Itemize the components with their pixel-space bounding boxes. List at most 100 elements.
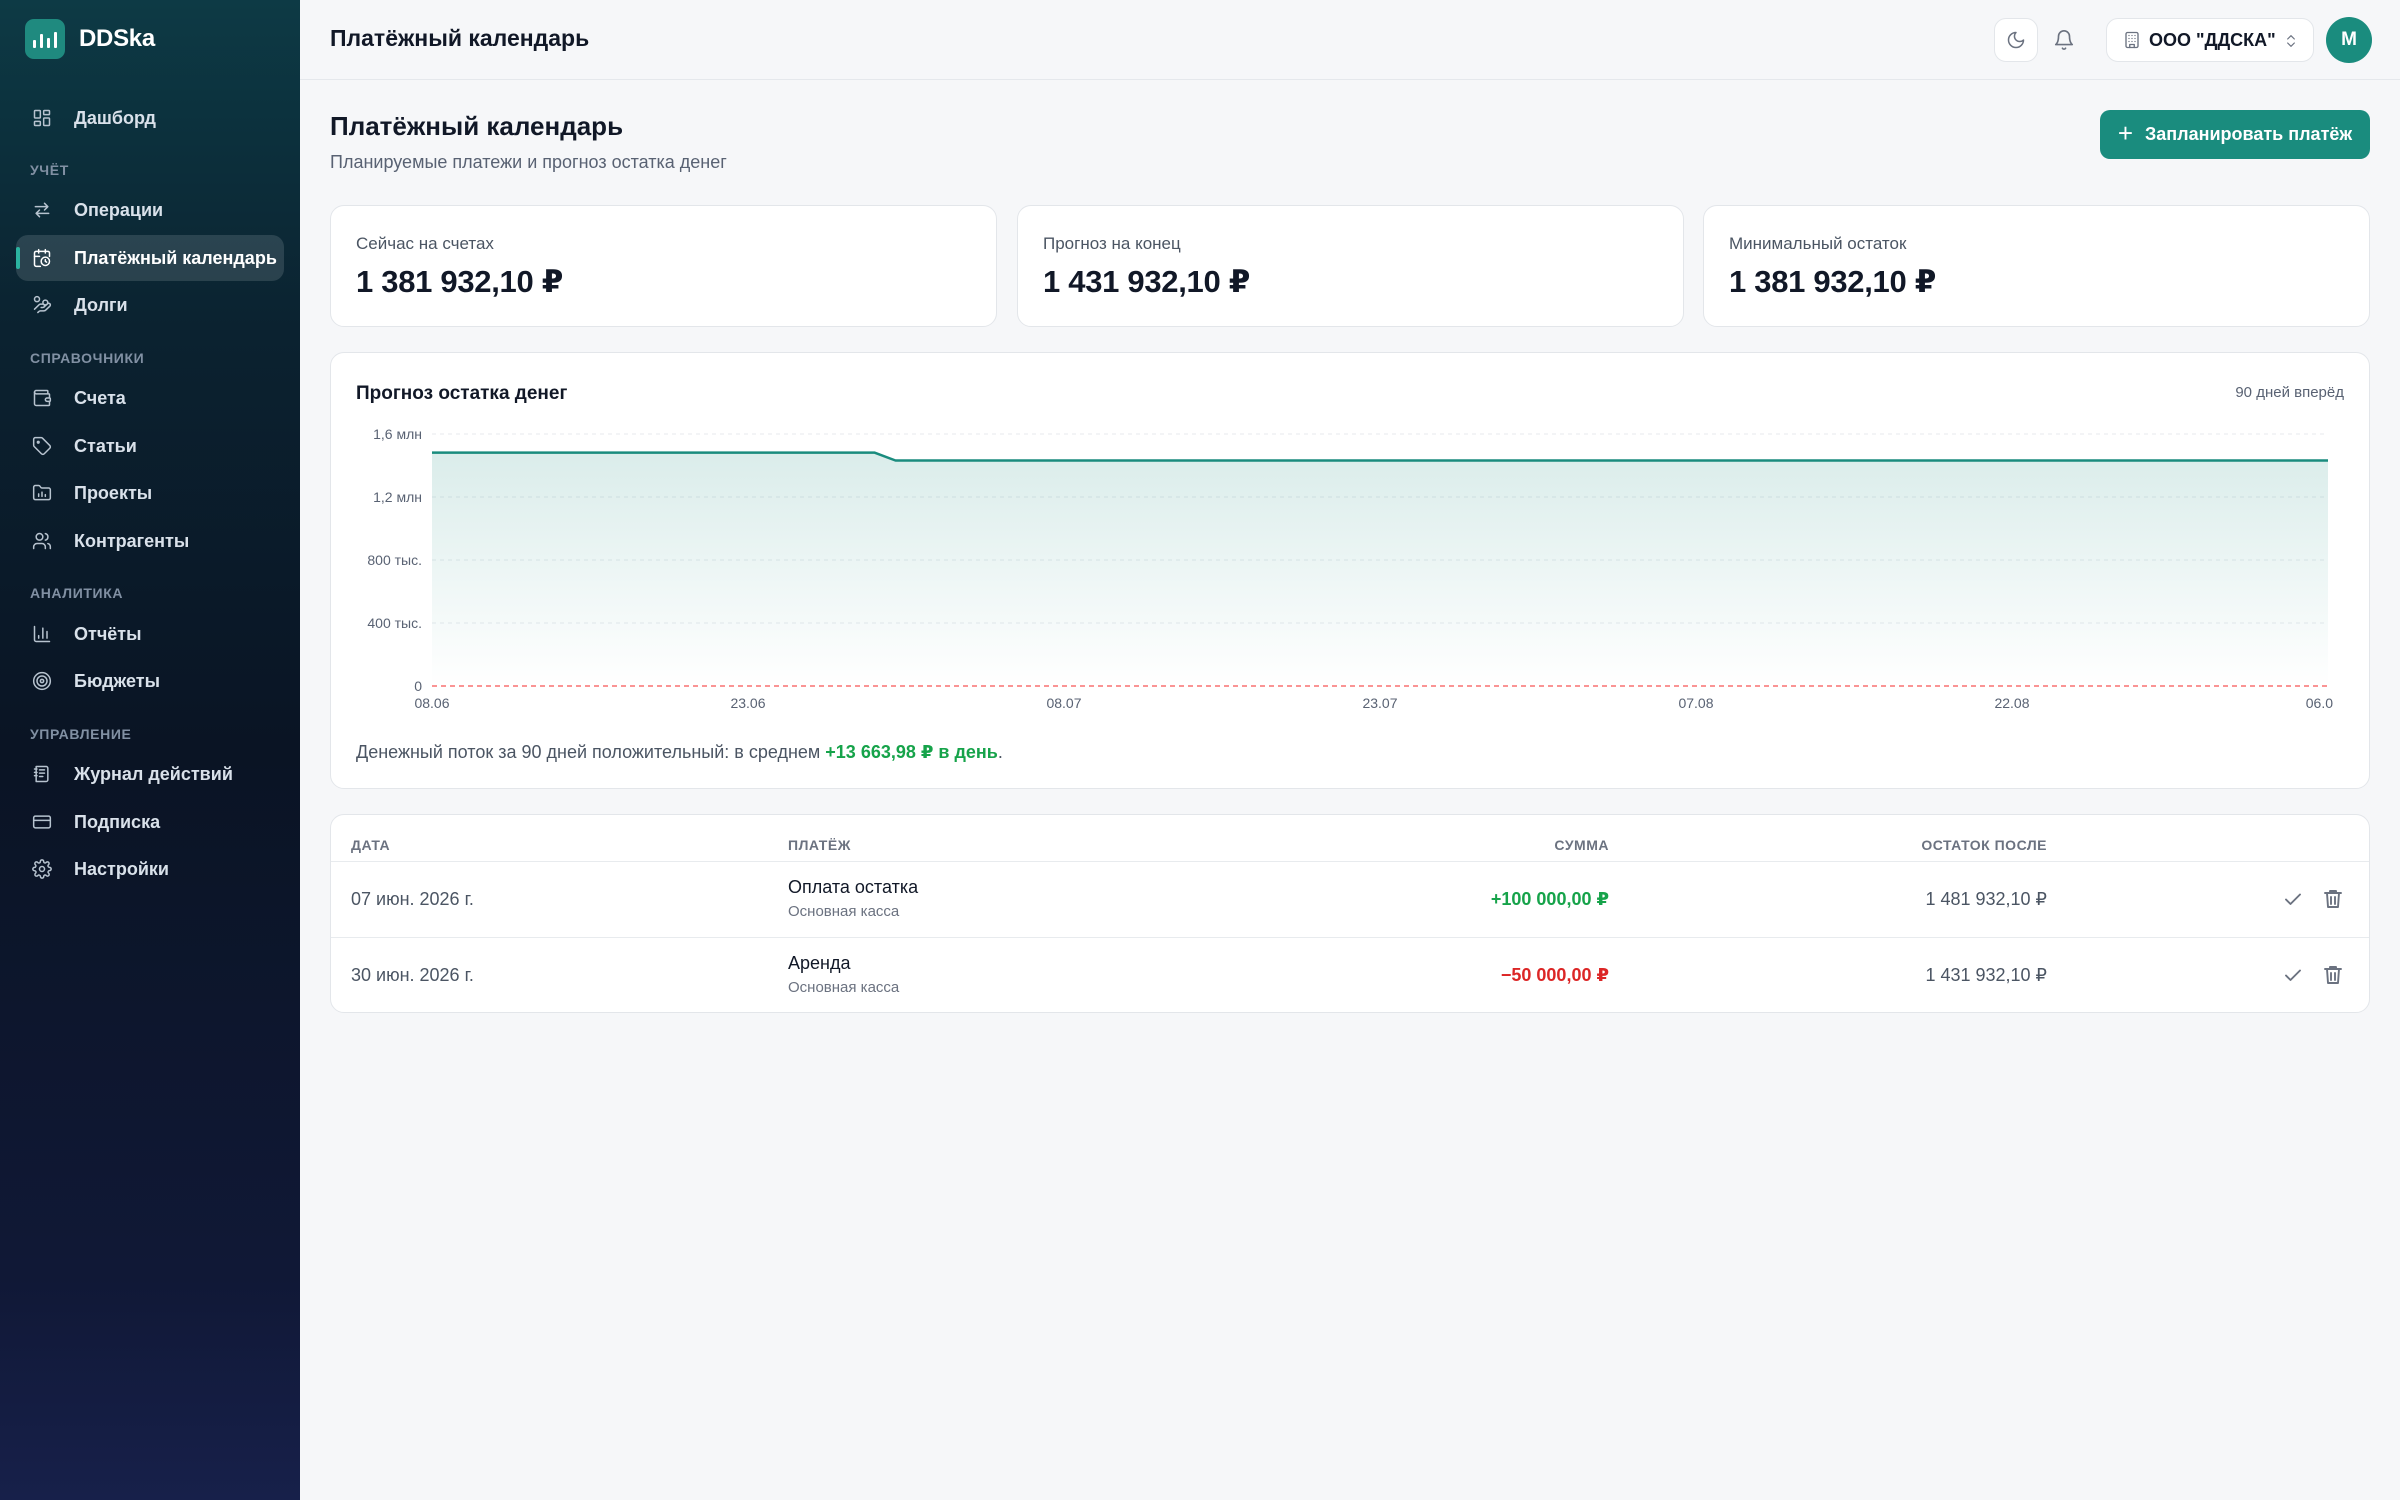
x-tick-label: 23.06 — [730, 695, 765, 711]
journal-icon — [31, 763, 53, 785]
sidebar-item-label: Платёжный календарь — [74, 247, 277, 268]
dashboard-icon — [31, 107, 53, 129]
bell-icon — [2054, 30, 2074, 51]
hand-coins-icon — [31, 294, 53, 316]
y-tick-label: 1,6 млн — [373, 426, 422, 442]
top-bar: Платёжный календарь ООО "ДДСКА" М — [300, 0, 2400, 80]
forecast-line — [432, 451, 2328, 462]
schedule-payment-button[interactable]: + Запланировать платёж — [2100, 110, 2370, 159]
stat-label: Сейчас на счетах — [356, 234, 494, 253]
payment-account: Основная касса — [788, 903, 900, 920]
stat-card-minimum: Минимальный остаток 1 381 932,10 ₽ — [1703, 205, 2370, 327]
balance-after: 1 431 932,10 ₽ — [1925, 965, 2047, 985]
sidebar-item-label: Отчёты — [74, 623, 142, 644]
payment-name: Аренда — [788, 953, 851, 973]
sidebar-item-settings[interactable]: Настройки — [16, 846, 284, 892]
sidebar-item-label: Счета — [74, 387, 126, 408]
sidebar-section-management: УПРАВЛЕНИЕ — [30, 726, 132, 742]
column-header-payment: ПЛАТЁЖ — [788, 837, 851, 853]
table-row[interactable]: 07 июн. 2026 г. Оплата остатка Основная … — [331, 861, 2369, 937]
brand[interactable]: DDSka — [25, 19, 155, 59]
stat-value: 1 431 932,10 ₽ — [1043, 264, 1250, 299]
confirm-payment-button[interactable] — [2281, 887, 2305, 911]
trash-icon — [2324, 890, 2342, 908]
payment-account: Основная касса — [788, 979, 900, 996]
sidebar-item-journal[interactable]: Журнал действий — [16, 751, 284, 797]
x-tick-label: 08.07 — [1046, 695, 1081, 711]
sidebar-item-dashboard[interactable]: Дашборд — [16, 95, 284, 141]
sidebar-item-label: Дашборд — [74, 107, 156, 128]
sidebar-item-label: Бюджеты — [74, 670, 160, 691]
sidebar-item-counterparties[interactable]: Контрагенты — [16, 518, 284, 564]
forecast-chart-card: Прогноз остатка денег 90 дней вперёд 0 40… — [330, 352, 2370, 789]
delete-payment-button[interactable] — [2321, 963, 2345, 987]
stat-label: Минимальный остаток — [1729, 234, 1907, 253]
sidebar-item-label: Подписка — [74, 811, 161, 832]
delete-payment-button[interactable] — [2321, 887, 2345, 911]
check-icon — [2285, 969, 2301, 981]
sidebar-item-debts[interactable]: Долги — [16, 282, 284, 328]
stat-label: Прогноз на конец — [1043, 234, 1181, 253]
column-header-balance: ОСТАТОК ПОСЛЕ — [1921, 837, 2047, 853]
user-avatar[interactable]: М — [2326, 17, 2372, 63]
column-header-amount: СУММА — [1554, 837, 1609, 853]
forecast-chart: 0 400 тыс. 800 тыс. 1,2 млн 1,6 млн 08.06 23.0… — [367, 426, 2333, 711]
trash-icon — [2324, 966, 2342, 984]
x-tick-label: 07.08 — [1678, 695, 1713, 711]
sidebar-item-reports[interactable]: Отчёты — [16, 611, 284, 657]
tag-icon — [31, 435, 53, 457]
sidebar-section-analytics: АНАЛИТИКА — [30, 585, 124, 601]
payment-amount: −50 000,00 ₽ — [1500, 965, 1609, 985]
sidebar-item-budgets[interactable]: Бюджеты — [16, 658, 284, 704]
sidebar-section-references: СПРАВОЧНИКИ — [30, 350, 145, 366]
wallet-icon — [31, 387, 53, 409]
notifications-button[interactable] — [2050, 26, 2078, 54]
x-tick-label: 23.07 — [1362, 695, 1397, 711]
stat-value: 1 381 932,10 ₽ — [1729, 264, 1936, 299]
chart-range: 90 дней вперёд — [2235, 384, 2344, 401]
chart-footer-end: . — [997, 742, 1003, 762]
theme-toggle-button[interactable] — [1994, 18, 2038, 62]
y-tick-label: 1,2 млн — [373, 489, 422, 505]
column-header-date: ДАТА — [351, 837, 391, 853]
table-row[interactable]: 30 июн. 2026 г. Аренда Основная касса −5… — [331, 937, 2369, 1013]
sidebar-item-projects[interactable]: Проекты — [16, 470, 284, 516]
schedule-payment-label: Запланировать платёж — [2145, 124, 2353, 144]
target-icon — [31, 670, 53, 692]
chart-title: Прогноз остатка денег — [356, 383, 568, 404]
arrows-exchange-icon — [31, 199, 53, 221]
forecast-area — [432, 452, 2328, 686]
y-tick-label: 800 тыс. — [367, 552, 422, 568]
sidebar-item-label: Операции — [74, 199, 164, 220]
chart-footer: Денежный поток за 90 дней положительный:… — [356, 742, 1003, 763]
x-tick-label: 08.06 — [414, 695, 449, 711]
sidebar-item-label: Проекты — [74, 482, 153, 503]
sidebar-item-subscription[interactable]: Подписка — [16, 799, 284, 845]
app-name: DDSka — [79, 25, 155, 52]
stat-value: 1 381 932,10 ₽ — [356, 264, 563, 299]
chart-footer-value: +13 663,98 ₽ в день — [825, 742, 998, 762]
topbar-title: Платёжный календарь — [330, 25, 590, 51]
chart-footer-text: Денежный поток за 90 дней положительный:… — [356, 742, 826, 762]
check-icon — [2285, 893, 2301, 905]
x-tick-label: 06.0 — [2306, 695, 2333, 711]
confirm-payment-button[interactable] — [2281, 963, 2305, 987]
sidebar-item-label: Статьи — [74, 435, 137, 456]
calendar-clock-icon — [31, 247, 53, 269]
sidebar-item-label: Долги — [74, 294, 128, 315]
folder-chart-icon — [31, 482, 53, 504]
payment-date: 07 июн. 2026 г. — [351, 889, 474, 909]
building-icon — [2123, 31, 2141, 49]
sidebar-section-accounting: УЧЁТ — [30, 162, 69, 178]
sidebar-item-operations[interactable]: Операции — [16, 187, 284, 233]
sidebar-item-label: Контрагенты — [74, 530, 190, 551]
balance-after: 1 481 932,10 ₽ — [1925, 889, 2047, 909]
organization-select[interactable]: ООО "ДДСКА" — [2106, 18, 2314, 62]
sidebar-item-label: Журнал действий — [74, 763, 233, 784]
sidebar-item-accounts[interactable]: Счета — [16, 375, 284, 421]
bar-chart-icon — [31, 623, 53, 645]
sidebar-item-articles[interactable]: Статьи — [16, 423, 284, 469]
payment-amount: +100 000,00 ₽ — [1490, 889, 1609, 909]
sidebar-item-calendar[interactable]: Платёжный календарь — [16, 235, 284, 281]
chevrons-up-down-icon — [2283, 32, 2299, 50]
